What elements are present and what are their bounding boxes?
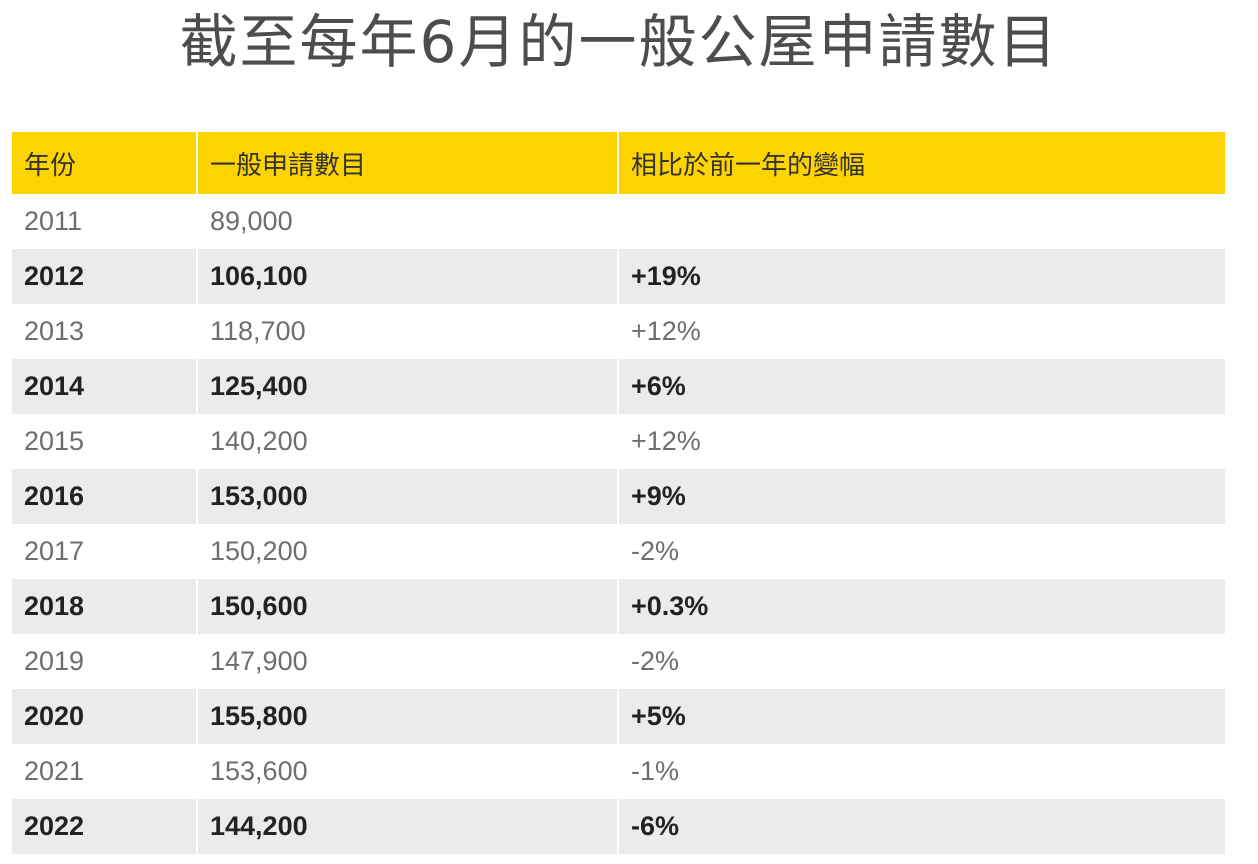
- applications-cell: 144,200: [196, 799, 617, 854]
- change-cell: +0.3%: [617, 579, 1225, 634]
- year-cell: 2012: [24, 261, 85, 291]
- change-cell: [617, 194, 1225, 249]
- table-body: 2011 89,000 2012 106,100 +19% 2013 118,700 +12%…: [12, 194, 1225, 854]
- applications-cell: 89,000: [196, 194, 617, 249]
- year-cell: 2019: [24, 646, 85, 676]
- change-cell: +12%: [617, 304, 1225, 359]
- table-row: 2014 125,400 +6%: [12, 359, 1225, 414]
- table-row: 2020 155,800 +5%: [12, 689, 1225, 744]
- change-cell: +9%: [617, 469, 1225, 524]
- table-row: 2017 150,200 -2%: [12, 524, 1225, 579]
- applications-cell: 153,000: [196, 469, 617, 524]
- data-table: 年份 一般申請數目 相比於前一年的變幅 2011 89,000 2012 106,10…: [12, 132, 1225, 854]
- year-cell: 2018: [24, 591, 85, 621]
- applications-cell: 106,100: [196, 249, 617, 304]
- table-row: 2011 89,000: [12, 194, 1225, 249]
- year-cell: 2020: [24, 701, 85, 731]
- table-row: 2018 150,600 +0.3%: [12, 579, 1225, 634]
- applications-cell: 140,200: [196, 414, 617, 469]
- table-row: 2016 153,000 +9%: [12, 469, 1225, 524]
- applications-cell: 155,800: [196, 689, 617, 744]
- year-cell: 2013: [24, 316, 85, 346]
- table-row: 2021 153,600 -1%: [12, 744, 1225, 799]
- change-cell: +12%: [617, 414, 1225, 469]
- change-cell: -2%: [617, 634, 1225, 689]
- change-cell: -6%: [617, 799, 1225, 854]
- table-row: 2013 118,700 +12%: [12, 304, 1225, 359]
- header-applications: 一般申請數目: [196, 132, 617, 194]
- change-cell: +5%: [617, 689, 1225, 744]
- change-cell: +19%: [617, 249, 1225, 304]
- table-row: 2019 147,900 -2%: [12, 634, 1225, 689]
- table-row: 2022 144,200 -6%: [12, 799, 1225, 854]
- year-cell: 2011: [24, 206, 83, 236]
- year-cell: 2015: [24, 426, 85, 456]
- change-cell: -1%: [617, 744, 1225, 799]
- year-cell: 2014: [24, 371, 85, 401]
- page-title: 截至每年6月的一般公屋申請數目: [179, 8, 1059, 76]
- applications-cell: 118,700: [196, 304, 617, 359]
- change-cell: +6%: [617, 359, 1225, 414]
- header-year: 年份: [24, 150, 77, 181]
- year-cell: 2022: [24, 811, 85, 841]
- change-cell: -2%: [617, 524, 1225, 579]
- year-cell: 2016: [24, 481, 85, 511]
- applications-cell: 147,900: [196, 634, 617, 689]
- applications-cell: 150,600: [196, 579, 617, 634]
- year-cell: 2021: [24, 756, 85, 786]
- applications-cell: 153,600: [196, 744, 617, 799]
- year-cell: 2017: [24, 536, 85, 566]
- table-header-row: 年份 一般申請數目 相比於前一年的變幅: [12, 132, 1225, 194]
- header-change: 相比於前一年的變幅: [617, 132, 1225, 194]
- applications-cell: 150,200: [196, 524, 617, 579]
- applications-cell: 125,400: [196, 359, 617, 414]
- table-row: 2015 140,200 +12%: [12, 414, 1225, 469]
- table-row: 2012 106,100 +19%: [12, 249, 1225, 304]
